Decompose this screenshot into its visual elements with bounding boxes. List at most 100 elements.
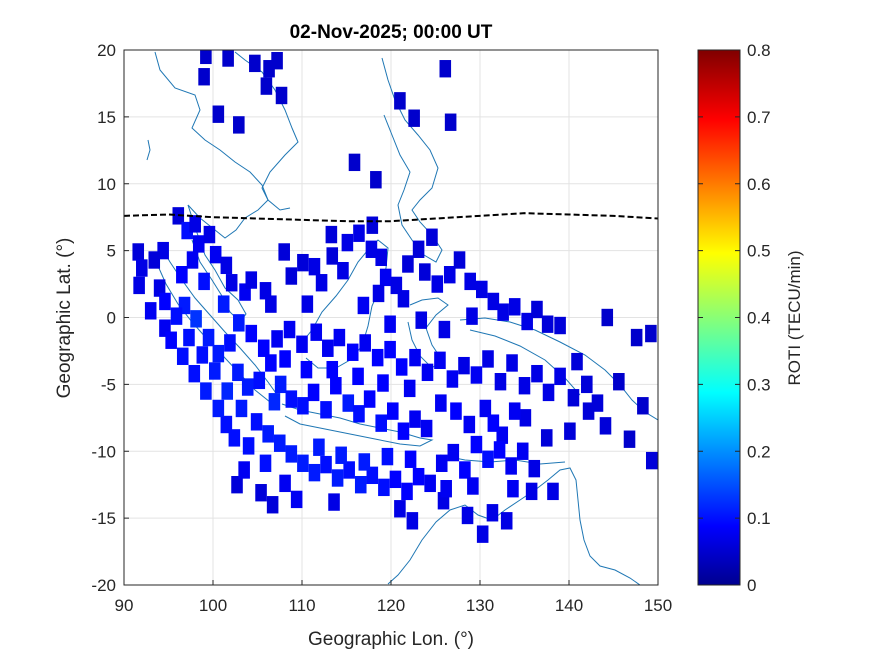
coastline-australia <box>387 467 641 585</box>
roti-cell <box>397 422 410 440</box>
coastline-indochina <box>154 51 269 239</box>
roti-cell <box>341 233 354 252</box>
roti-cell <box>224 334 236 352</box>
roti-cell <box>188 364 201 383</box>
y-tick-label: -10 <box>91 442 116 461</box>
roti-cell <box>439 60 452 78</box>
roti-cell <box>250 413 263 431</box>
roti-cell <box>435 454 448 472</box>
roti-cell <box>434 351 446 369</box>
roti-cell <box>521 312 533 331</box>
roti-cell <box>390 276 403 295</box>
roti-cell <box>262 425 274 443</box>
roti-cell <box>265 295 277 313</box>
roti-cell <box>217 295 230 313</box>
roti-cell <box>424 474 436 493</box>
roti-cell <box>379 268 392 287</box>
roti-cell <box>409 348 421 367</box>
roti-cell <box>528 459 541 478</box>
roti-cell <box>249 54 261 73</box>
chart-title: 02-Nov-2025; 00:00 UT <box>290 22 493 43</box>
roti-cell <box>375 248 387 267</box>
roti-cell <box>516 442 529 460</box>
roti-cell <box>466 307 478 325</box>
roti-cell <box>482 350 494 368</box>
roti-cell <box>542 383 555 402</box>
roti-cell <box>328 493 340 511</box>
roti-cell <box>233 116 245 134</box>
roti-cell <box>153 279 166 297</box>
roti-cell <box>245 324 258 343</box>
roti-cell <box>283 320 296 339</box>
roti-cell <box>371 348 384 367</box>
roti-cell <box>467 477 479 495</box>
roti-cell <box>221 382 234 400</box>
roti-cell <box>476 525 489 543</box>
roti-cell <box>196 346 209 364</box>
roti-cell <box>397 290 410 308</box>
roti-cell <box>426 228 438 246</box>
roti-cell <box>285 390 298 408</box>
roti-cell <box>470 435 483 454</box>
roti-cell <box>443 266 456 284</box>
roti-cell <box>257 339 270 357</box>
roti-cell <box>394 500 406 518</box>
roti-cell <box>581 375 593 394</box>
roti-cell <box>263 60 275 78</box>
roti-cell <box>459 461 471 479</box>
roti-cell <box>541 315 554 333</box>
roti-cell <box>278 243 290 261</box>
roti-cell <box>487 414 500 432</box>
roti-cell <box>260 77 273 95</box>
roti-cell <box>447 443 460 462</box>
roti-cell <box>176 347 189 365</box>
roti-cell <box>183 328 195 347</box>
roti-cell <box>186 251 199 269</box>
roti-cell <box>461 506 474 525</box>
roti-cell <box>232 363 244 382</box>
roti-cell <box>493 441 506 459</box>
roti-cell <box>178 296 191 315</box>
colorbar <box>697 49 741 586</box>
roti-cell <box>200 382 212 400</box>
roti-cell <box>170 307 183 325</box>
roti-cell <box>412 240 425 258</box>
roti-cell <box>136 259 148 277</box>
roti-cell <box>285 267 298 285</box>
roti-cell <box>554 367 566 386</box>
roti-cell <box>342 394 355 412</box>
roti-cell <box>479 399 492 418</box>
roti-cell <box>384 340 396 359</box>
roti-cell <box>326 360 339 379</box>
roti-cell <box>222 50 234 67</box>
roti-cell <box>486 504 499 522</box>
magnetic-equator-line <box>123 212 659 223</box>
roti-cell <box>209 245 222 264</box>
roti-cell <box>431 275 444 293</box>
roti-cell <box>540 429 553 447</box>
y-axis-label: Geographic Lat. (°) <box>54 238 75 399</box>
roti-cell <box>271 52 283 70</box>
coastline-malay-peninsula <box>187 204 247 323</box>
roti-cell <box>475 280 488 299</box>
colorbar-tick-label: 0.3 <box>747 375 771 394</box>
roti-cell <box>470 366 483 384</box>
coastline-lesser-sunda <box>439 454 566 465</box>
colorbar-tick-label: 0.7 <box>747 108 771 127</box>
roti-cell <box>564 422 576 440</box>
roti-cell <box>571 352 583 371</box>
roti-cell <box>458 356 470 375</box>
roti-cell <box>279 350 291 368</box>
roti-cell <box>599 417 612 435</box>
roti-cell <box>241 378 254 396</box>
roti-cell <box>435 394 447 412</box>
roti-cell <box>300 360 313 379</box>
roti-cell <box>322 339 334 357</box>
y-tick-label: -20 <box>91 576 116 595</box>
roti-cell <box>274 375 287 394</box>
roti-cell <box>366 216 379 234</box>
roti-cell <box>296 335 308 353</box>
roti-cell <box>404 450 417 468</box>
roti-cell <box>531 364 543 383</box>
roti-cell <box>176 266 188 284</box>
